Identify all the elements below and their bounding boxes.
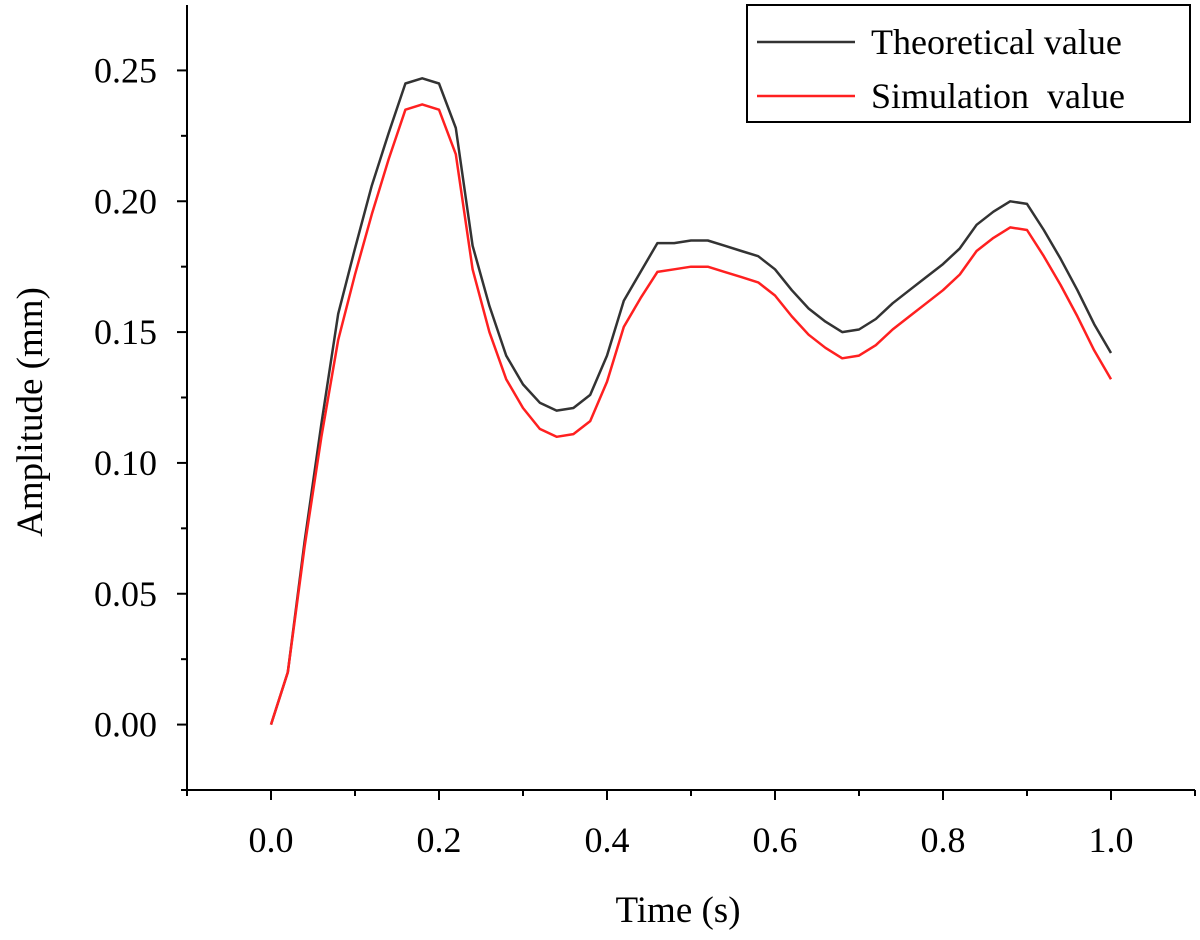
- y-tick-label: 0.10: [94, 443, 157, 483]
- x-tick-label: 0.2: [417, 820, 462, 860]
- y-tick-label: 0.15: [94, 312, 157, 352]
- y-axis-title: Amplitude (mm): [10, 287, 51, 537]
- x-tick-label: 0.6: [753, 820, 798, 860]
- y-tick-label: 0.25: [94, 50, 157, 90]
- x-axis-title: Time (s): [615, 890, 740, 931]
- series-layer: [269, 77, 1113, 725]
- legend-label: Theoretical value: [871, 22, 1122, 62]
- y-tick-label: 0.05: [94, 574, 157, 614]
- series-line-simulation: [269, 103, 1113, 725]
- x-tick-label: 1.0: [1089, 820, 1134, 860]
- x-tick-label: 0.4: [585, 820, 630, 860]
- y-axis: 0.00 0.05 0.10 0.15 0.20 0.25: [94, 50, 187, 791]
- y-tick-label: 0.00: [94, 705, 157, 745]
- x-tick-label: 0.0: [249, 820, 294, 860]
- y-tick-label: 0.20: [94, 181, 157, 221]
- legend-box: [746, 4, 1191, 123]
- x-tick-label: 0.8: [921, 820, 966, 860]
- legend-label: Simulation value: [871, 76, 1125, 116]
- legend: Theoretical value Simulation value: [746, 4, 1191, 123]
- x-axis: 0.0 0.2 0.4 0.6 0.8 1.0: [186, 790, 1196, 860]
- series-line-theoretical: [269, 77, 1113, 725]
